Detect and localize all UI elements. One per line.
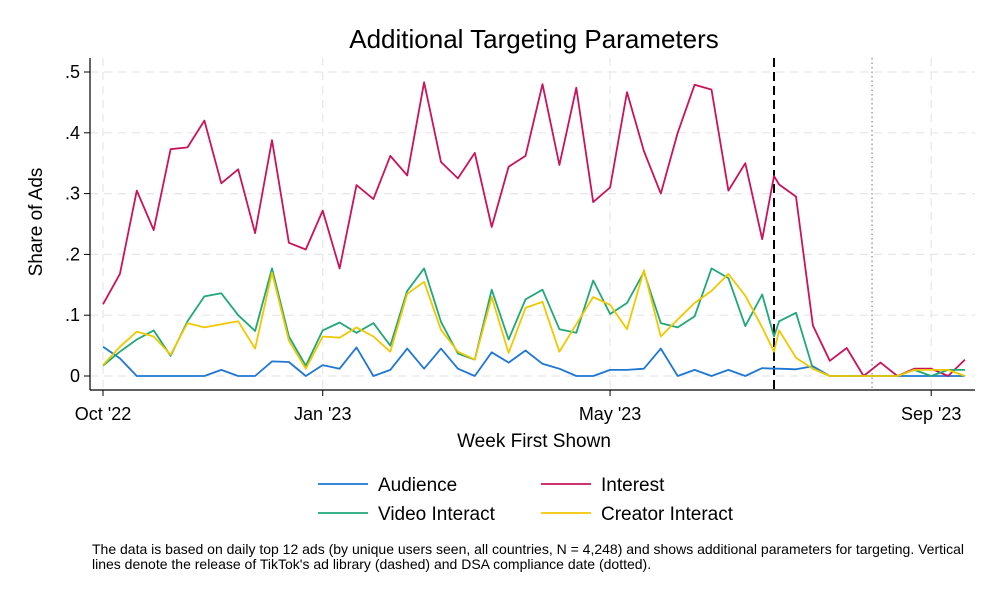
series-line-interest	[102, 81, 966, 377]
legend-label: Audience	[378, 475, 457, 496]
y-tick-label: .3	[65, 184, 80, 204]
y-tick-label: .5	[65, 62, 80, 82]
legend: Audience Interest Video Interact Creator In…	[318, 475, 734, 525]
legend-label: Video Interact	[378, 504, 496, 525]
x-tick-label: May '23	[579, 404, 641, 424]
series-line-audience	[102, 346, 965, 377]
y-tick-label: 0	[70, 366, 80, 386]
x-ticks: Oct '22 Jan '23 May '23 Sep '23	[75, 390, 962, 424]
reference-lines	[773, 58, 873, 390]
axes	[89, 58, 975, 391]
legend-label: Creator Interact	[601, 504, 734, 525]
series-lines	[102, 81, 966, 377]
footnote: The data is based on daily top 12 ads (b…	[92, 541, 965, 572]
chart-background	[0, 0, 1000, 540]
y-tick-label: .1	[65, 305, 80, 325]
y-tick-label: .2	[65, 244, 80, 264]
x-tick-label: Sep '23	[901, 404, 962, 424]
legend-label: Interest	[601, 475, 665, 496]
x-tick-label: Oct '22	[75, 404, 131, 424]
series-line-creator-interact	[102, 269, 966, 377]
chart: Additional Targeting Parameters 0 .1 .2 .3.…	[0, 0, 1000, 540]
y-axis-label: Share of Ads	[26, 168, 47, 277]
y-ticks: 0 .1 .2 .3 .4 .5	[65, 62, 90, 386]
chart-title: Additional Targeting Parameters	[349, 24, 719, 54]
y-tick-label: .4	[65, 123, 80, 143]
x-axis-label: Week First Shown	[457, 431, 611, 452]
x-tick-label: Jan '23	[294, 404, 351, 424]
